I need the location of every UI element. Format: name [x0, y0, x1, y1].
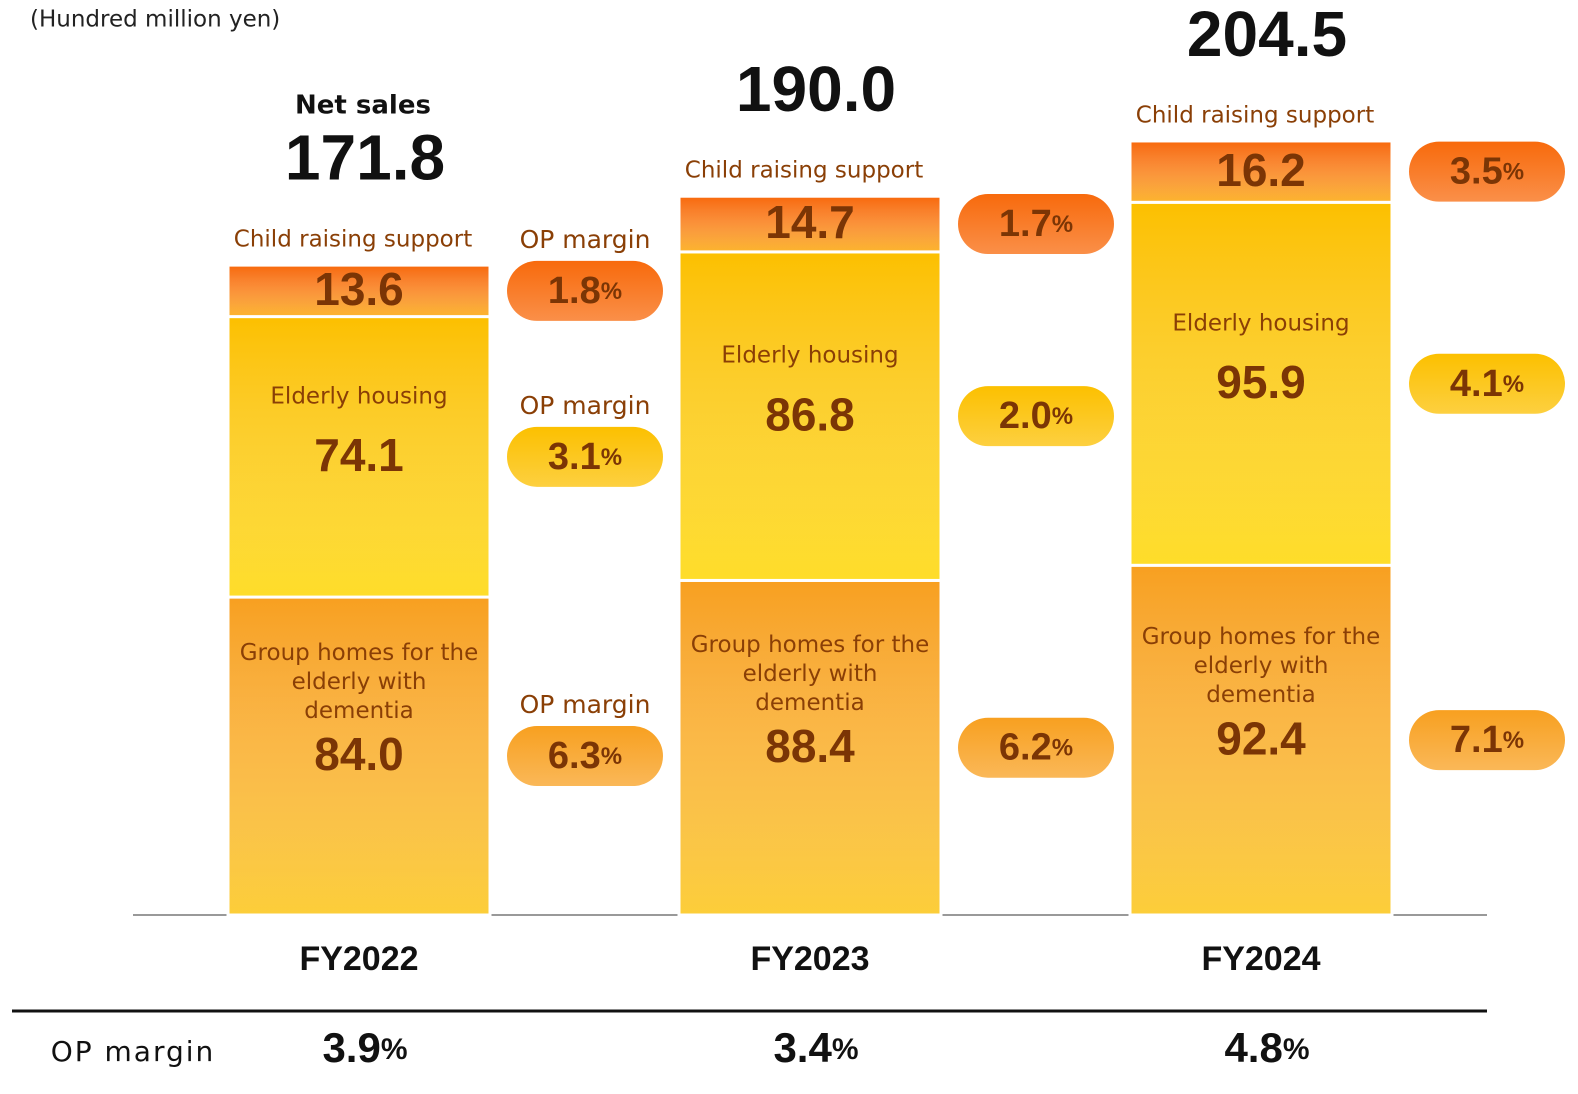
bar-sheen	[1131, 566, 1391, 914]
series-label-box: Group homes for the elderly with dementi…	[690, 631, 930, 716]
series-label: Child raising support	[685, 158, 923, 184]
op-margin-pill	[507, 426, 663, 487]
value-label: 16.2	[1216, 144, 1306, 196]
op-margin-pill	[958, 194, 1114, 255]
series-label-box: Group homes for the elderly with dementi…	[1141, 624, 1381, 709]
value-label: 88.4	[765, 720, 855, 772]
op-margin-pill	[507, 726, 663, 787]
value-label: 86.8	[765, 388, 855, 440]
op-margin-total: 3.4%	[773, 1024, 858, 1071]
bar-sheen	[1131, 203, 1391, 564]
op-margin-caption: OP margin	[520, 690, 651, 719]
total-label: Net sales	[295, 91, 431, 121]
series-label-box: Group homes for the elderly with dementi…	[239, 640, 479, 725]
op-margin-total: 3.9%	[322, 1024, 407, 1071]
x-tick-label: FY2024	[1201, 940, 1320, 978]
series-label: Group homes for the elderly with dementi…	[239, 640, 479, 725]
value-label: 14.7	[765, 196, 855, 248]
op-margin-caption: OP margin	[520, 391, 651, 420]
bar-sheen	[229, 318, 489, 596]
value-label: 92.4	[1216, 712, 1306, 764]
value-label: 13.6	[314, 263, 404, 315]
value-label: 84.0	[314, 728, 404, 780]
bar-sheen	[1131, 142, 1391, 201]
op-margin-row-label: OP margin	[51, 1035, 216, 1068]
total-value: 204.5	[1187, 0, 1347, 70]
total-value: 171.8	[285, 122, 445, 194]
series-label: Elderly housing	[1172, 310, 1349, 336]
value-label: 74.1	[314, 429, 404, 481]
op-margin-pill	[958, 386, 1114, 447]
op-margin-caption: OP margin	[520, 225, 651, 254]
op-margin-total: 4.8%	[1224, 1024, 1309, 1071]
op-margin-pill	[507, 260, 663, 321]
op-margin-label: 3.5%	[1450, 151, 1524, 193]
bar-sheen	[229, 598, 489, 914]
total-value: 190.0	[736, 53, 896, 125]
op-margin-pill	[958, 717, 1114, 778]
op-margin-label: 2.0%	[999, 395, 1073, 437]
op-margin-label: 7.1%	[1450, 719, 1524, 761]
op-margin-label: 1.8%	[548, 270, 622, 312]
series-label: Group homes for the elderly with dementi…	[1141, 624, 1381, 709]
op-margin-label: 6.3%	[548, 735, 622, 777]
x-tick-label: FY2023	[750, 940, 869, 978]
value-label: 95.9	[1216, 356, 1306, 408]
series-label: Elderly housing	[270, 383, 447, 409]
series-label: Elderly housing	[721, 343, 898, 369]
op-margin-pill	[1409, 141, 1565, 202]
op-margin-label: 3.1%	[548, 436, 622, 478]
bar-sheen	[680, 253, 940, 579]
series-label: Child raising support	[234, 227, 472, 253]
bar-sheen	[680, 581, 940, 914]
op-margin-pill	[1409, 710, 1565, 771]
bar-sheen	[680, 197, 940, 251]
op-margin-label: 4.1%	[1450, 363, 1524, 405]
op-margin-label: 1.7%	[999, 203, 1073, 245]
series-label: Child raising support	[1136, 102, 1374, 128]
series-label: Group homes for the elderly with dementi…	[690, 631, 930, 716]
op-margin-label: 6.2%	[999, 727, 1073, 769]
x-tick-label: FY2022	[299, 940, 418, 978]
unit-label: (Hundred million yen)	[30, 7, 280, 33]
op-margin-pill	[1409, 353, 1565, 414]
bar-sheen	[229, 266, 489, 316]
